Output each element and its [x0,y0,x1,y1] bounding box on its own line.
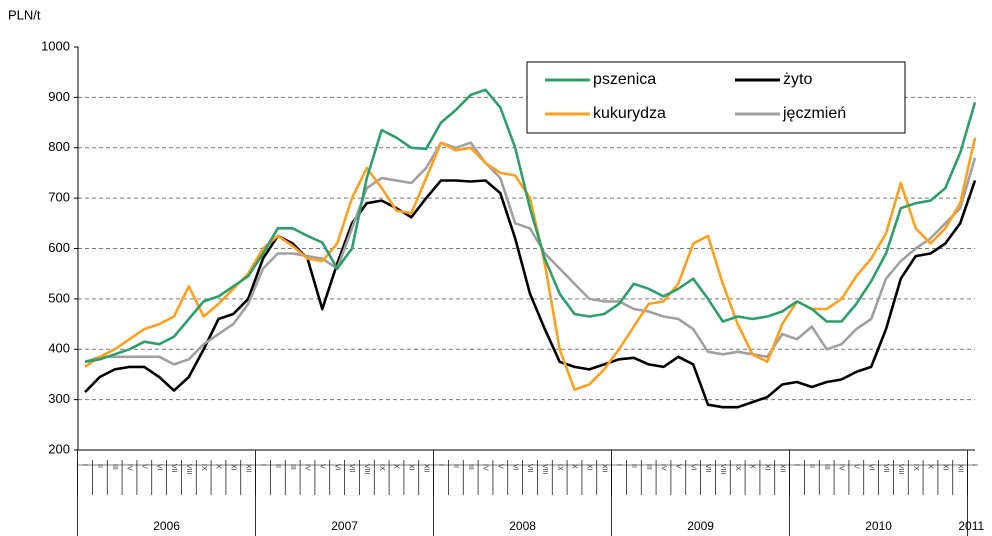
x-tick-label: VIII [363,464,370,475]
year-label: 2009 [687,519,714,533]
x-tick-label: IV [482,464,489,471]
x-tick-label: II [274,464,281,468]
x-tick-label: VI [689,464,696,471]
x-tick-label: XII [778,464,785,473]
legend-label: kukurydza [593,105,666,122]
x-tick-label: II [808,464,815,468]
x-tick-label: II [630,464,637,468]
x-tick-label: XI [585,464,592,471]
year-label: 2007 [331,519,358,533]
x-tick-label: VI [155,464,162,471]
x-tick-label: VIII [541,464,548,475]
x-tick-label: III [823,464,830,470]
x-tick-label: X [393,464,400,469]
x-tick-label: II [96,464,103,468]
x-tick-label: VI [333,464,340,471]
x-tick-label: II [452,464,459,468]
x-tick-label: VI [511,464,518,471]
series-line [84,141,977,366]
year-label: 2006 [153,519,180,533]
x-tick-label: V [318,464,325,469]
series-line [84,137,977,391]
x-tick-label: XII [600,464,607,473]
y-tick-label: 800 [48,139,70,154]
year-label: 2011 [958,519,984,533]
y-tick-label: 600 [48,240,70,255]
x-tick-label: VIII [185,464,192,475]
year-label: 2010 [865,519,892,533]
legend-box [526,61,906,134]
y-tick-label: 300 [48,391,70,406]
x-tick-label: XI [763,464,770,471]
x-tick-label: IX [200,464,207,471]
x-tick-label: III [467,464,474,470]
x-tick-label: VII [882,464,889,473]
series-line [84,88,977,364]
x-tick-label: V [852,464,859,469]
x-tick-label: V [496,464,503,469]
x-tick-label: IV [126,464,133,471]
x-tick-label: VI [867,464,874,471]
x-tick-label: IX [556,464,563,471]
y-tick-label: 200 [48,441,70,456]
x-tick-label: VII [170,464,177,473]
year-label: 2008 [509,519,536,533]
x-tick-label: V [140,464,147,469]
legend-label: jęczmień [782,105,846,122]
x-tick-label: XI [941,464,948,471]
y-tick-label: 1000 [41,38,70,53]
y-tick-label: 500 [48,290,70,305]
y-tick-label: 900 [48,89,70,104]
y-tick-label: 700 [48,190,70,205]
x-tick-label: IV [304,464,311,471]
series-line [84,179,977,409]
x-tick-label: IV [838,464,845,471]
x-tick-label: X [749,464,756,469]
x-tick-label: XI [229,464,236,471]
y-axis-label: PLN/t [8,7,41,22]
x-tick-label: VII [526,464,533,473]
x-tick-label: V [674,464,681,469]
x-tick-label: X [927,464,934,469]
x-tick-label: XII [244,464,251,473]
x-tick-label: X [215,464,222,469]
x-tick-label: X [571,464,578,469]
x-tick-label: IX [734,464,741,471]
legend-label: pszenica [593,71,656,88]
x-tick-label: VII [348,464,355,473]
x-tick-label: VII [704,464,711,473]
x-tick-label: XII [956,464,963,473]
x-tick-label: VIII [897,464,904,475]
x-tick-label: IX [912,464,919,471]
x-tick-label: VIII [719,464,726,475]
x-tick-label: IV [660,464,667,471]
x-tick-label: III [645,464,652,470]
x-tick-label: XI [407,464,414,471]
x-tick-label: IX [378,464,385,471]
y-tick-label: 400 [48,341,70,356]
x-tick-label: III [111,464,118,470]
x-tick-label: III [289,464,296,470]
legend-label: żyto [783,71,812,88]
x-tick-label: XII [422,464,429,473]
